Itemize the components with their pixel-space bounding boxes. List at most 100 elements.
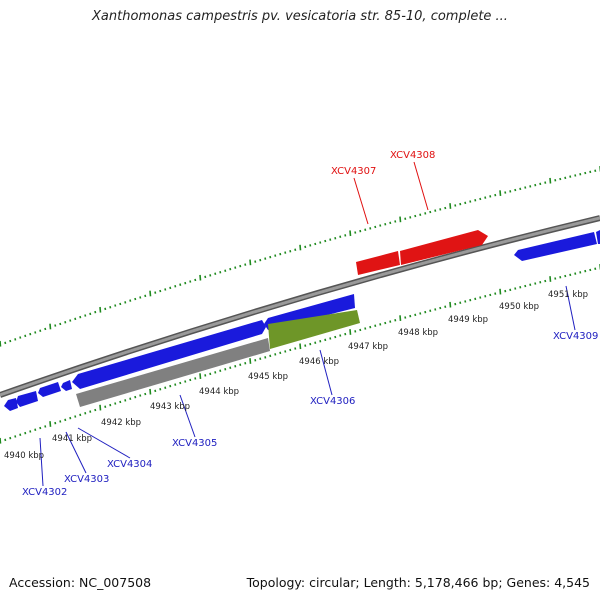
gene-xcv4307[interactable]: [356, 251, 400, 275]
tick-mark: [424, 310, 427, 314]
tick-mark: [579, 173, 582, 176]
tick-mark: [479, 296, 482, 299]
gene-xcv4304[interactable]: [38, 382, 61, 397]
tick-mark: [459, 301, 462, 304]
connector-xcv4308: [413, 161, 429, 211]
gene-label-xcv4307[interactable]: XCV4307: [331, 166, 376, 177]
tick-mark: [339, 334, 342, 337]
tick-mark: [94, 408, 97, 412]
tick-mark: [484, 196, 487, 199]
gene-label-xcv4305[interactable]: XCV4305: [172, 438, 217, 449]
gene-label-xcv4309[interactable]: XCV4309: [553, 331, 598, 342]
tick-mark: [459, 202, 462, 206]
kbp-label: 4945 kbp: [248, 372, 288, 382]
tick-mark: [39, 329, 42, 332]
tick-mark: [334, 335, 337, 339]
tick-mark: [239, 264, 242, 268]
tick-mark: [594, 169, 597, 172]
tick-mark: [139, 394, 142, 397]
tick-mark: [524, 284, 527, 288]
inner-tick-ring: [0, 264, 600, 444]
tick-mark: [24, 431, 27, 435]
tick-mark: [449, 203, 452, 209]
backbone-outer-strand-highlight: [0, 216, 600, 397]
tick-mark: [524, 186, 527, 189]
tick-mark: [549, 177, 552, 184]
tick-mark: [104, 405, 107, 408]
tick-mark: [309, 342, 312, 346]
tick-mark: [324, 338, 327, 342]
gene-xcv4305[interactable]: [72, 320, 266, 389]
tick-mark: [439, 306, 442, 310]
gene-label-xcv4302[interactable]: XCV4302: [22, 487, 67, 498]
tick-mark: [294, 347, 297, 350]
tick-mark: [19, 336, 22, 339]
tick-mark: [544, 279, 547, 283]
gene-xcv4302[interactable]: [4, 398, 18, 411]
accession-footer: Accession: NC_007508: [9, 575, 152, 590]
connector-xcv4304: [77, 427, 131, 459]
map-title: Xanthomonas campestris pv. vesicatoria s…: [92, 9, 508, 24]
feature-olive[interactable]: [268, 310, 360, 349]
kbp-label: 4946 kbp: [299, 357, 339, 367]
gene-xcv4310[interactable]: [596, 230, 600, 244]
tick-mark: [389, 221, 392, 225]
tick-mark: [424, 212, 427, 215]
tick-mark: [154, 291, 157, 294]
tick-mark: [409, 314, 412, 318]
tick-mark: [144, 392, 147, 396]
kbp-label: 4947 kbp: [348, 342, 388, 352]
tick-mark: [74, 317, 77, 321]
tick-mark: [129, 299, 132, 302]
tick-mark: [289, 348, 292, 352]
tick-mark: [64, 321, 67, 324]
tick-mark: [559, 177, 562, 181]
tick-mark: [529, 283, 532, 286]
tick-mark: [439, 208, 442, 211]
tick-mark: [214, 371, 217, 374]
tick-mark: [159, 289, 162, 293]
tick-mark: [449, 301, 452, 308]
tick-mark: [554, 179, 557, 182]
gene-label-xcv4303[interactable]: XCV4303: [64, 474, 109, 485]
tick-mark: [124, 399, 127, 402]
tick-mark: [504, 191, 507, 194]
tick-mark: [24, 334, 27, 338]
gene-label-xcv4308[interactable]: XCV4308: [390, 150, 435, 161]
tick-mark: [69, 416, 72, 420]
tick-mark: [14, 435, 17, 438]
connector-xcv4305: [179, 394, 196, 438]
tick-mark: [349, 329, 352, 335]
gene-xcv4308[interactable]: [400, 230, 488, 265]
tick-mark: [539, 182, 542, 186]
tick-mark: [434, 308, 437, 311]
tick-mark: [304, 344, 307, 347]
tick-mark: [369, 325, 372, 329]
tick-mark: [99, 404, 102, 411]
tick-mark: [104, 307, 107, 311]
tick-mark: [259, 258, 262, 262]
tick-mark: [324, 239, 327, 243]
tick-mark: [209, 372, 212, 376]
tick-mark: [149, 388, 152, 395]
tick-mark: [49, 421, 52, 427]
tick-mark: [494, 193, 497, 197]
feature-grey[interactable]: [76, 338, 270, 407]
gene-xcv4306-top[interactable]: [264, 294, 355, 330]
gene-xcv4304b[interactable]: [61, 380, 72, 391]
gene-xcv4309[interactable]: [514, 232, 597, 261]
tick-mark: [54, 421, 57, 425]
tick-mark: [9, 339, 12, 343]
tick-mark: [29, 430, 32, 433]
gene-label-xcv4306[interactable]: XCV4306: [310, 396, 355, 407]
tick-mark: [584, 269, 587, 273]
gene-xcv4303[interactable]: [16, 391, 38, 407]
tick-mark: [254, 260, 257, 263]
tick-mark: [489, 195, 492, 198]
tick-mark: [244, 362, 247, 365]
tick-mark: [314, 242, 317, 246]
gene-label-xcv4304[interactable]: XCV4304: [107, 459, 152, 470]
tick-mark: [59, 322, 62, 326]
tick-mark: [404, 316, 407, 319]
